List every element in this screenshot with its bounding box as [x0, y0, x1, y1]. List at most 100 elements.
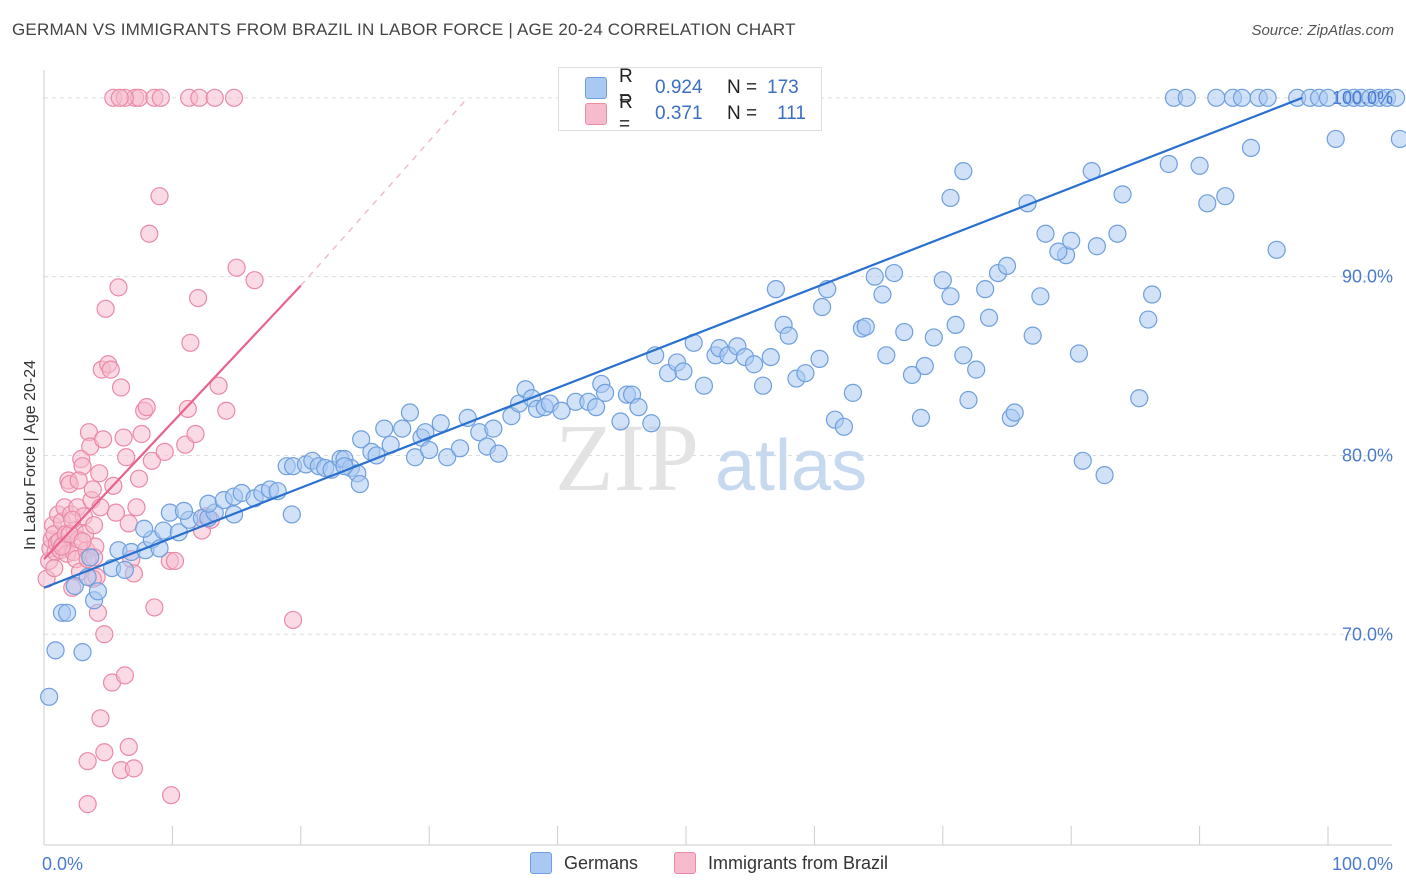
- data-point-germans: [115, 560, 134, 579]
- legend-item-germans[interactable]: Germans: [530, 852, 638, 874]
- series-legend: Germans Immigrants from Brazil: [0, 852, 1406, 878]
- data-point-brazil: [106, 503, 126, 522]
- data-point-brazil: [119, 514, 138, 533]
- data-point-brazil: [127, 498, 146, 517]
- data-point-germans: [58, 603, 77, 622]
- data-point-brazil: [63, 510, 82, 529]
- data-point-germans: [761, 347, 780, 367]
- data-point-germans: [856, 317, 875, 336]
- data-point-brazil: [95, 625, 114, 644]
- y-tick-label: 80.0%: [1342, 445, 1393, 465]
- data-point-germans: [1023, 326, 1042, 345]
- data-point-germans: [946, 315, 965, 335]
- data-point-germans: [135, 519, 154, 538]
- data-point-germans: [877, 346, 896, 365]
- correlation-legend: R = 0.924 N = 173 R = 0.371 N = 111: [558, 66, 822, 135]
- data-point-germans: [959, 390, 978, 410]
- trend-line-brazil: [43, 284, 302, 560]
- data-point-germans: [674, 362, 693, 381]
- r-label: R =: [619, 92, 633, 135]
- data-point-brazil: [109, 278, 128, 297]
- x-tick-label: 100.0%: [1332, 854, 1393, 874]
- data-point-germans: [611, 412, 630, 431]
- data-point-germans: [1113, 185, 1132, 204]
- data-point-germans: [393, 419, 412, 438]
- data-point-germans: [65, 576, 84, 596]
- data-point-germans: [1073, 451, 1092, 470]
- data-point-germans: [596, 383, 615, 402]
- data-point-germans: [1386, 88, 1406, 107]
- data-point-brazil: [150, 187, 169, 206]
- data-point-germans: [587, 398, 606, 417]
- data-point-germans: [1130, 389, 1149, 408]
- data-point-germans: [552, 401, 571, 420]
- data-point-germans: [352, 430, 371, 449]
- data-point-brazil: [245, 271, 264, 290]
- data-point-brazil: [45, 558, 64, 578]
- data-point-germans: [400, 403, 420, 422]
- data-point-brazil: [224, 88, 244, 107]
- grid-lines: [44, 97, 1392, 635]
- data-point-germans: [744, 355, 764, 374]
- data-point-brazil: [181, 333, 200, 352]
- r-value: 0.371: [655, 103, 703, 124]
- data-point-germans: [902, 365, 922, 385]
- data-point-germans: [873, 285, 892, 304]
- trend-line-germans: [43, 96, 1303, 589]
- data-point-germans: [843, 383, 863, 402]
- data-point-germans: [642, 414, 661, 433]
- data-point-germans: [1069, 344, 1089, 363]
- data-point-germans: [1049, 242, 1068, 261]
- legend-swatch-brazil: [674, 852, 696, 874]
- data-point-brazil: [155, 442, 174, 461]
- data-point-brazil: [91, 498, 110, 517]
- n-label: N =: [727, 103, 758, 124]
- data-point-germans: [810, 349, 829, 368]
- data-point-germans: [796, 364, 815, 383]
- data-point-brazil: [115, 666, 134, 685]
- n-label: N =: [727, 77, 758, 98]
- data-point-brazil: [111, 378, 131, 397]
- data-point-brazil: [78, 752, 97, 771]
- data-point-germans: [779, 326, 798, 345]
- data-point-germans: [753, 376, 773, 395]
- data-point-brazil: [90, 464, 109, 483]
- data-point-brazil: [227, 258, 246, 277]
- data-point-brazil: [95, 743, 114, 762]
- legend-swatch-brazil: [585, 103, 607, 125]
- data-point-germans: [1198, 194, 1217, 213]
- data-point-germans: [766, 280, 785, 299]
- data-point-germans: [976, 280, 995, 299]
- data-point-germans: [979, 308, 999, 327]
- data-point-brazil: [142, 451, 161, 470]
- axes: [43, 70, 1392, 846]
- data-point-germans: [1207, 88, 1226, 107]
- data-point-germans: [629, 398, 648, 417]
- data-point-germans: [1216, 187, 1235, 206]
- data-point-germans: [450, 439, 470, 458]
- data-point-germans: [997, 256, 1017, 276]
- data-point-germans: [967, 360, 986, 379]
- source-credit: Source: ZipAtlas.com: [1251, 22, 1394, 39]
- data-point-germans: [335, 457, 354, 476]
- data-point-brazil: [137, 398, 156, 417]
- data-point-germans: [88, 582, 108, 601]
- data-point-brazil: [129, 469, 149, 488]
- data-point-germans: [1390, 129, 1406, 149]
- data-point-germans: [1087, 237, 1106, 256]
- series-germans: [40, 88, 1406, 706]
- data-point-germans: [489, 444, 508, 463]
- legend-item-brazil[interactable]: Immigrants from Brazil: [674, 852, 888, 874]
- data-point-germans: [1267, 240, 1286, 259]
- data-point-germans: [438, 448, 457, 467]
- data-point-germans: [420, 440, 439, 460]
- data-point-brazil: [151, 88, 170, 107]
- data-point-germans: [1241, 138, 1261, 157]
- data-point-germans: [282, 505, 301, 524]
- data-point-brazil: [132, 424, 151, 444]
- x-tick-label: 0.0%: [42, 854, 83, 874]
- data-point-germans: [199, 494, 218, 513]
- data-point-brazil: [186, 424, 205, 444]
- data-point-brazil: [140, 224, 159, 243]
